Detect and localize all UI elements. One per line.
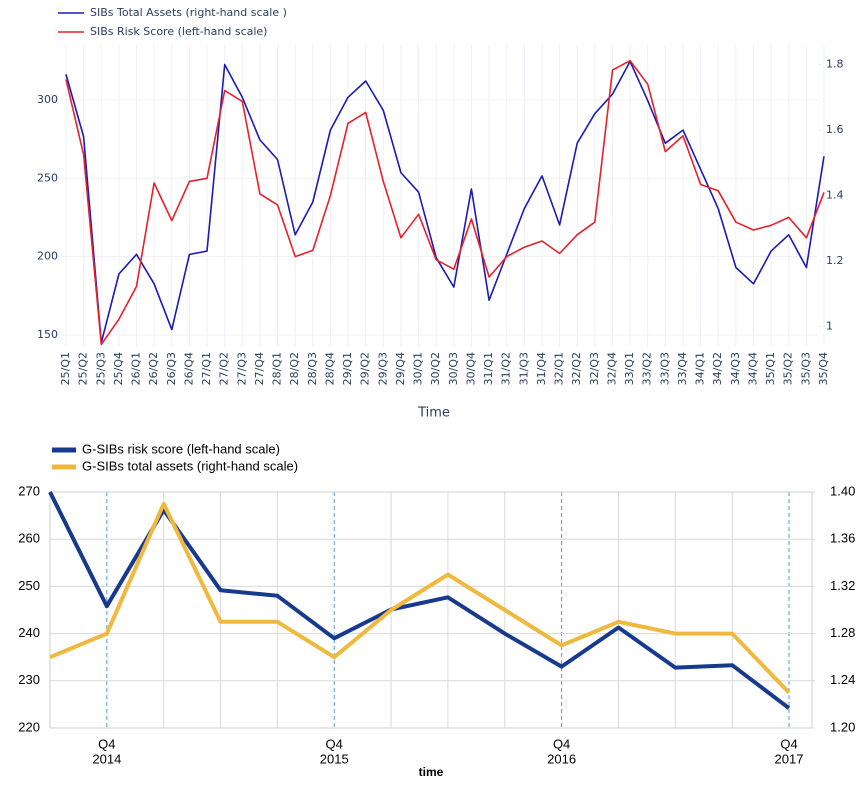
x-tick-label: 25/Q4	[112, 352, 125, 385]
x-tick-label: 30/Q3	[447, 352, 460, 385]
x-tick-label: 33/Q3	[658, 352, 671, 385]
y2-tick-label: 1.20	[830, 719, 855, 734]
x-tick-label: Q4	[780, 736, 797, 751]
series-line	[65, 59, 825, 346]
y-tick-label: 230	[18, 672, 40, 687]
x-tick-label: 28/Q4	[323, 352, 336, 385]
x-tick-label: 28/Q3	[306, 352, 319, 385]
x-tick-label: 27/Q2	[218, 352, 231, 385]
y2-tick-label: 1.28	[830, 625, 855, 640]
x-group-label: 2016	[547, 751, 576, 766]
x-tick-label: 31/Q4	[535, 352, 548, 385]
x-tick-label: 34/Q1	[694, 352, 707, 385]
x-tick-label: 25/Q2	[77, 352, 90, 385]
x-tick-label: 25/Q1	[59, 352, 72, 385]
x-tick-label: 26/Q2	[147, 352, 160, 385]
y2-tick-label: 1.2	[826, 254, 844, 267]
x-tick-label: 27/Q3	[235, 352, 248, 385]
y2-tick-label: 1.24	[830, 672, 855, 687]
legend-label: SIBs Risk Score (left-hand scale)	[90, 25, 267, 38]
x-tick-label: 34/Q3	[729, 352, 742, 385]
y2-tick-label: 1.32	[830, 578, 855, 593]
x-tick-label: 33/Q2	[641, 352, 654, 385]
x-tick-label: 31/Q3	[517, 352, 530, 385]
x-tick-label: 35/Q2	[782, 352, 795, 385]
x-tick-label: 28/Q2	[288, 352, 301, 385]
x-tick-label: 31/Q1	[482, 352, 495, 385]
series-line	[49, 501, 791, 694]
series-line	[48, 491, 791, 710]
x-tick-label: Q4	[553, 736, 570, 751]
x-tick-label: 28/Q1	[271, 352, 284, 385]
y-tick-label: 250	[37, 171, 58, 184]
x-tick-label: 30/Q1	[412, 352, 425, 385]
x-group-label: 2017	[775, 751, 804, 766]
y2-tick-label: 1.6	[826, 123, 844, 136]
x-tick-label: 35/Q4	[817, 352, 830, 385]
x-tick-label: 32/Q3	[588, 352, 601, 385]
x-tick-label: 34/Q2	[711, 352, 724, 385]
x-tick-label: 32/Q1	[553, 352, 566, 385]
x-tick-label: 35/Q3	[799, 352, 812, 385]
y-tick-label: 260	[18, 531, 40, 546]
x-tick-label: 30/Q2	[429, 352, 442, 385]
x-tick-label: 29/Q3	[376, 352, 389, 385]
legend-label: SIBs Total Assets (right-hand scale )	[90, 6, 287, 19]
x-tick-label: 34/Q4	[746, 352, 759, 385]
x-group-label: 2015	[320, 751, 349, 766]
y-tick-label: 270	[18, 483, 40, 498]
y2-tick-label: 1.40	[830, 483, 855, 498]
y-tick-label: 200	[37, 250, 58, 263]
x-tick-label: 27/Q4	[253, 352, 266, 385]
x-tick-label: 32/Q2	[570, 352, 583, 385]
y-tick-label: 150	[37, 328, 58, 341]
x-axis-title: Time	[417, 406, 450, 421]
x-tick-label: 33/Q4	[676, 352, 689, 385]
x-group-label: 2014	[92, 751, 121, 766]
x-axis-title: time	[419, 765, 444, 779]
x-tick-label: 26/Q4	[182, 352, 195, 385]
chart-panel: 220 230 240 250 260 270 1.20 1.24 1.28 1.32 1.36 1.…	[18, 441, 855, 779]
y2-tick-label: 1	[826, 319, 833, 332]
legend-label: G-SIBs total assets (right-hand scale)	[82, 458, 298, 473]
y2-tick-label: 1.8	[826, 58, 844, 71]
y-tick-label: 250	[18, 578, 40, 593]
x-tick-label: 30/Q4	[464, 352, 477, 385]
plot-frame	[49, 491, 813, 729]
x-tick-label: 25/Q3	[94, 352, 107, 385]
x-tick-label: Q4	[326, 736, 343, 751]
x-tick-label: 26/Q1	[130, 352, 143, 385]
chart-panel: 150 200 250 300 1 1.2 1.4 1.6 1.8 25/Q1 25/Q2 25/Q3…	[37, 6, 844, 421]
x-tick-label: 29/Q1	[341, 352, 354, 385]
x-tick-label: 33/Q1	[623, 352, 636, 385]
y2-tick-label: 1.36	[830, 531, 855, 546]
x-tick-label: 35/Q1	[764, 352, 777, 385]
x-tick-label: Q4	[98, 736, 115, 751]
x-tick-label: 29/Q2	[359, 352, 372, 385]
legend-label: G-SIBs risk score (left-hand scale)	[82, 441, 280, 456]
x-tick-label: 31/Q2	[500, 352, 513, 385]
y-tick-label: 300	[37, 93, 58, 106]
x-tick-label: 27/Q1	[200, 352, 213, 385]
series-line	[65, 60, 825, 344]
x-tick-label: 26/Q3	[165, 352, 178, 385]
y-tick-label: 240	[18, 625, 40, 640]
y2-tick-label: 1.4	[826, 189, 844, 202]
x-tick-label: 29/Q4	[394, 352, 407, 385]
y-tick-label: 220	[18, 719, 40, 734]
x-tick-label: 32/Q4	[605, 352, 618, 385]
